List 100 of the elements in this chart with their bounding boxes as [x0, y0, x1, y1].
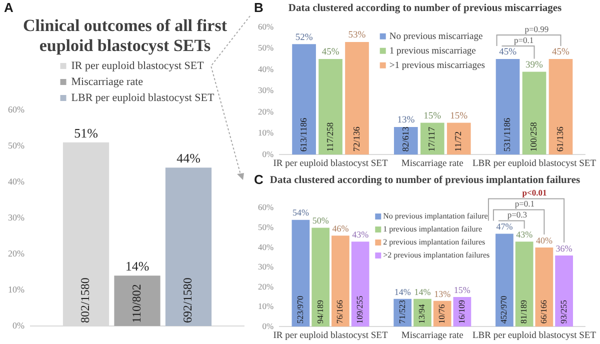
annotation: 17/117	[426, 126, 437, 152]
data-label: 13%	[397, 116, 415, 126]
bar	[318, 58, 342, 155]
annotation: 802/1580	[78, 278, 92, 323]
y-tick-label: 20%	[8, 248, 25, 258]
y-tick-label: 60%	[258, 21, 274, 32]
data-label: 46%	[332, 224, 350, 234]
bar	[548, 58, 573, 155]
y-tick-label: 0%	[262, 148, 274, 159]
y-tick-label: 10%	[258, 301, 274, 312]
x-tick-label: Miscarriage rate	[401, 158, 464, 169]
annotation: 452/970	[498, 296, 509, 324]
annotation: p=0.1	[514, 198, 534, 209]
data-label: 14%	[414, 286, 432, 297]
annotation: 10/76	[436, 304, 447, 324]
annotation: 71/523	[396, 300, 407, 324]
x-tick-label: IR per euploid blastocyst SET	[273, 158, 388, 169]
bar	[292, 220, 310, 327]
bar	[515, 242, 534, 327]
y-tick-label: 50%	[258, 222, 274, 232]
data-label: 40%	[536, 235, 553, 246]
x-tick-label: LBR per euploid blastocyst SET	[472, 330, 596, 341]
x-tick-label: LBR per euploid blastocyst SET	[472, 158, 596, 169]
legend-label: 1 previous miscarriage	[389, 46, 476, 56]
legend-label: >2 previous implantation failures	[383, 250, 490, 260]
bar	[496, 234, 514, 327]
bar	[496, 58, 520, 155]
bar	[312, 228, 330, 327]
data-label: 15%	[450, 111, 468, 122]
data-label: 43%	[516, 229, 534, 240]
data-label: 53%	[348, 30, 366, 41]
y-tick-label: 20%	[258, 281, 274, 292]
annotation: 117/258	[324, 122, 335, 152]
y-tick-label: 50%	[258, 42, 274, 53]
data-label: 15%	[454, 284, 471, 295]
text: B	[254, 0, 264, 15]
y-tick-label: 0%	[262, 320, 274, 331]
data-label: 52%	[295, 32, 313, 43]
y-tick-label: 20%	[258, 106, 274, 116]
y-tick-label: 40%	[258, 64, 274, 74]
y-tick-label: 40%	[258, 242, 274, 252]
y-tick-label: 40%	[8, 176, 25, 186]
bar	[114, 276, 160, 326]
y-tick-label: 0%	[12, 320, 25, 330]
y-tick-label: 60%	[258, 202, 274, 212]
annotation: 11/72	[453, 131, 464, 152]
annotation: p=0.99	[524, 24, 549, 34]
y-tick-label: 30%	[258, 85, 274, 96]
data-label: 14%	[394, 286, 412, 297]
annotation: 13/94	[416, 303, 427, 324]
data-label: 44%	[176, 150, 201, 166]
annotation: 93/255	[558, 300, 568, 324]
data-label: 54%	[292, 208, 310, 218]
legend-label: Miscarriage rate	[71, 76, 144, 88]
bar	[345, 42, 369, 155]
chart-title: Data clustered according to number of previous miscarriages	[288, 3, 562, 14]
annotation: p=0.3	[507, 210, 528, 220]
data-label: 51%	[74, 125, 98, 140]
x-tick-label: Miscarriage rate	[401, 330, 464, 341]
annotation: 81/189	[518, 300, 529, 324]
data-label: 45%	[552, 48, 570, 58]
chart-title: Data clustered according to number of previous implantation failures	[270, 175, 580, 186]
legend-label: No previous miscarriage	[389, 32, 483, 42]
x-tick-label: IR per euploid blastocyst SET	[273, 330, 388, 341]
annotation: 531/1186	[502, 117, 512, 152]
annotation: 66/166	[538, 300, 548, 324]
text: p<0.01	[522, 188, 547, 198]
bar	[351, 242, 370, 327]
annotation: 692/1580	[180, 278, 195, 323]
data-label: 15%	[424, 111, 442, 122]
bar	[420, 122, 444, 155]
bar	[555, 255, 573, 327]
annotation: 523/970	[294, 296, 305, 324]
annotation: 72/136	[351, 126, 362, 152]
data-label: 14%	[125, 258, 150, 274]
annotation: 76/166	[334, 300, 345, 324]
text: A	[4, 0, 14, 15]
y-tick-label: 30%	[258, 262, 274, 272]
annotation: 16/109	[456, 300, 466, 324]
bar	[332, 236, 350, 327]
data-label: 13%	[434, 288, 452, 299]
annotation: 94/189	[314, 300, 325, 324]
annotation: 61/136	[555, 126, 566, 152]
y-tick-label: 30%	[8, 212, 25, 222]
legend-label: IR per euploid blastocyst SET	[71, 60, 204, 72]
data-label: 45%	[499, 48, 517, 58]
data-label: 39%	[526, 60, 544, 70]
data-label: 47%	[496, 222, 514, 232]
chart-title: Clinical outcomes of all first euploid blastocyst SETs	[23, 16, 227, 55]
annotation: 82/613	[400, 126, 410, 152]
legend-label: LBR per euploid blastocyst SET	[71, 92, 215, 104]
bar	[165, 168, 212, 326]
annotation: 100/258	[528, 122, 539, 152]
data-label: 43%	[352, 229, 370, 240]
annotation: 109/255	[354, 296, 365, 324]
annotation: 110/802	[129, 284, 144, 323]
y-tick-label: 50%	[8, 140, 25, 150]
legend-label: 2 previous implantation failures	[383, 238, 486, 247]
legend-label: 1 previous implantation failure	[383, 224, 482, 234]
y-tick-label: 60%	[8, 104, 25, 114]
